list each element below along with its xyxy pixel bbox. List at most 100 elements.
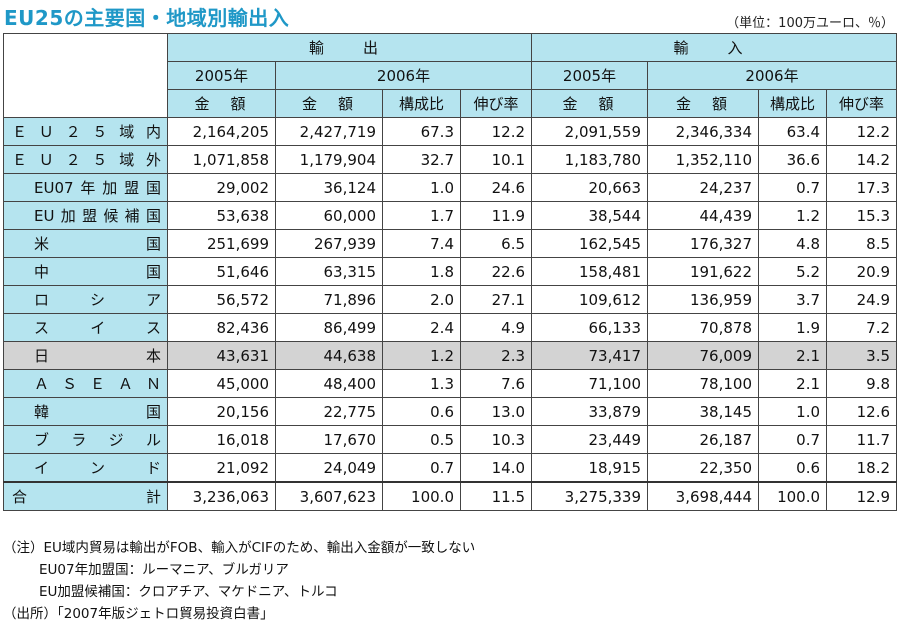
header-import-2005: 2005年: [531, 61, 649, 90]
cell-export-share: 0.7: [382, 453, 461, 483]
cell-export-2005: 82,436: [167, 313, 276, 342]
cell-export-growth: 11.5: [459, 481, 533, 511]
table-row: ＡＳＥＡＮ 45,000 48,400 1.3 7.6 71,100 78,100 2.1 9.…: [3, 369, 898, 398]
notes: （注）EU域内貿易は輸出がFOB、輸入がCIFのため、輸出入金額が一致しない E…: [3, 537, 475, 625]
cell-import-share: 63.4: [758, 117, 828, 146]
row-label: ブラジル: [3, 425, 168, 454]
cell-export-share: 1.8: [382, 257, 461, 286]
page-title: EU25の主要国・地域別輸出入: [4, 6, 290, 30]
row-label: EU07年加盟国: [3, 173, 168, 202]
cell-import-2005: 18,915: [531, 453, 649, 483]
header-export-amount-2006: 金 額: [275, 89, 383, 118]
cell-import-growth: 18.2: [826, 453, 898, 483]
cell-import-growth: 17.3: [826, 173, 898, 202]
row-label: 日本: [3, 341, 168, 370]
row-label: 合計: [3, 481, 168, 511]
cell-import-growth: 3.5: [826, 341, 898, 370]
cell-export-growth: 10.1: [459, 145, 533, 174]
cell-import-2005: 71,100: [531, 369, 649, 398]
table-row: スイス 82,436 86,499 2.4 4.9 66,133 70,878 1.9 7.2: [3, 313, 898, 342]
cell-export-2005: 1,071,858: [167, 145, 276, 174]
cell-export-share: 0.5: [382, 425, 461, 454]
cell-import-2005: 3,275,339: [531, 481, 649, 511]
cell-export-2005: 2,164,205: [167, 117, 276, 146]
cell-export-growth: 13.0: [459, 397, 533, 426]
cell-import-share: 5.2: [758, 257, 828, 286]
header-import-2006: 2006年: [647, 61, 898, 90]
table-row: 日本 43,631 44,638 1.2 2.3 73,417 76,009 2.1 3.5: [3, 341, 898, 370]
cell-export-2006: 71,896: [275, 285, 383, 314]
cell-export-2006: 17,670: [275, 425, 383, 454]
cell-import-share: 0.7: [758, 173, 828, 202]
header-import-share: 構成比: [758, 89, 828, 118]
corner-cell: [3, 33, 168, 118]
cell-export-share: 2.4: [382, 313, 461, 342]
cell-export-2006: 63,315: [275, 257, 383, 286]
header-export-share: 構成比: [382, 89, 461, 118]
header-row-1: 輸 出 輸 入: [3, 33, 898, 118]
cell-import-2006: 38,145: [647, 397, 760, 426]
cell-export-growth: 22.6: [459, 257, 533, 286]
cell-import-2006: 78,100: [647, 369, 760, 398]
cell-import-2005: 109,612: [531, 285, 649, 314]
cell-export-2006: 44,638: [275, 341, 383, 370]
table-row: インド 21,092 24,049 0.7 14.0 18,915 22,350 0.6 18.…: [3, 453, 898, 483]
unit-note: （単位：100万ユーロ、％）: [726, 16, 894, 31]
cell-export-growth: 12.2: [459, 117, 533, 146]
table-row: EU07年加盟国 29,002 36,124 1.0 24.6 20,663 24,237 0…: [3, 173, 898, 202]
cell-import-2006: 22,350: [647, 453, 760, 483]
row-label: インド: [3, 453, 168, 483]
cell-import-2006: 70,878: [647, 313, 760, 342]
cell-import-growth: 14.2: [826, 145, 898, 174]
cell-import-growth: 12.6: [826, 397, 898, 426]
header-export: 輸 出: [166, 33, 533, 62]
cell-import-share: 0.7: [758, 425, 828, 454]
cell-export-2005: 45,000: [167, 369, 276, 398]
table-row: 中国 51,646 63,315 1.8 22.6 158,481 191,622 5.2 20…: [3, 257, 898, 286]
cell-export-share: 67.3: [382, 117, 461, 146]
header-export-2006: 2006年: [274, 61, 533, 90]
cell-import-2005: 66,133: [531, 313, 649, 342]
cell-export-growth: 24.6: [459, 173, 533, 202]
cell-import-2006: 24,237: [647, 173, 760, 202]
note-line: （注）EU域内貿易は輸出がFOB、輸入がCIFのため、輸出入金額が一致しない: [3, 540, 476, 556]
cell-export-2005: 16,018: [167, 425, 276, 454]
cell-export-2005: 29,002: [167, 173, 276, 202]
cell-export-growth: 6.5: [459, 229, 533, 258]
cell-export-2006: 86,499: [275, 313, 383, 342]
cell-export-growth: 11.9: [459, 201, 533, 230]
cell-export-2006: 24,049: [275, 453, 383, 483]
cell-import-2005: 158,481: [531, 257, 649, 286]
header-export-2005: 2005年: [167, 61, 276, 90]
cell-export-growth: 14.0: [459, 453, 533, 483]
row-label: 米国: [3, 229, 168, 258]
cell-export-2005: 21,092: [167, 453, 276, 483]
cell-import-share: 4.8: [758, 229, 828, 258]
cell-import-growth: 8.5: [826, 229, 898, 258]
cell-export-2005: 56,572: [167, 285, 276, 314]
cell-export-growth: 2.3: [459, 341, 533, 370]
table-row: ＥＵ２５域内 2,164,205 2,427,719 67.3 12.2 2,091,55…: [3, 117, 898, 146]
header-import-growth: 伸び率: [826, 89, 898, 118]
cell-import-2006: 44,439: [647, 201, 760, 230]
cell-import-growth: 9.8: [826, 369, 898, 398]
row-label: ＥＵ２５域内: [3, 117, 168, 146]
cell-export-growth: 4.9: [459, 313, 533, 342]
row-label: EU加盟候補国: [3, 201, 168, 230]
cell-export-2006: 2,427,719: [275, 117, 383, 146]
header-import-amount-2005: 金 額: [531, 89, 649, 118]
source-line: （出所）「2007年版ジェトロ貿易投資白書」: [3, 606, 274, 622]
cell-import-2006: 136,959: [647, 285, 760, 314]
cell-import-growth: 24.9: [826, 285, 898, 314]
table-row: ロシア 56,572 71,896 2.0 27.1 109,612 136,959 3.7 2…: [3, 285, 898, 314]
cell-import-share: 1.0: [758, 397, 828, 426]
header-export-amount-2005: 金 額: [167, 89, 276, 118]
table-row: EU加盟候補国 53,638 60,000 1.7 11.9 38,544 44,439 1.…: [3, 201, 898, 230]
cell-export-share: 100.0: [382, 481, 461, 511]
table-row: ＥＵ２５域外 1,071,858 1,179,904 32.7 10.1 1,183,78…: [3, 145, 898, 174]
table-row: 米国 251,699 267,939 7.4 6.5 162,545 176,327 4.8 8…: [3, 229, 898, 258]
cell-import-2005: 23,449: [531, 425, 649, 454]
cell-export-2006: 1,179,904: [275, 145, 383, 174]
cell-import-2005: 162,545: [531, 229, 649, 258]
cell-import-growth: 20.9: [826, 257, 898, 286]
